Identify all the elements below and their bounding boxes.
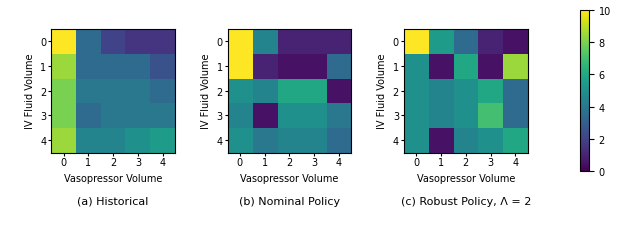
Y-axis label: IV Fluid Volume: IV Fluid Volume [201,54,211,129]
Y-axis label: IV Fluid Volume: IV Fluid Volume [24,54,35,129]
Title: (b) Nominal Policy: (b) Nominal Policy [239,196,340,206]
X-axis label: Vasopressor Volume: Vasopressor Volume [240,173,339,183]
Title: (c) Robust Policy, Λ = 2: (c) Robust Policy, Λ = 2 [401,196,531,206]
Y-axis label: IV Fluid Volume: IV Fluid Volume [377,54,387,129]
X-axis label: Vasopressor Volume: Vasopressor Volume [417,173,515,183]
Title: (a) Historical: (a) Historical [77,196,149,206]
X-axis label: Vasopressor Volume: Vasopressor Volume [64,173,163,183]
